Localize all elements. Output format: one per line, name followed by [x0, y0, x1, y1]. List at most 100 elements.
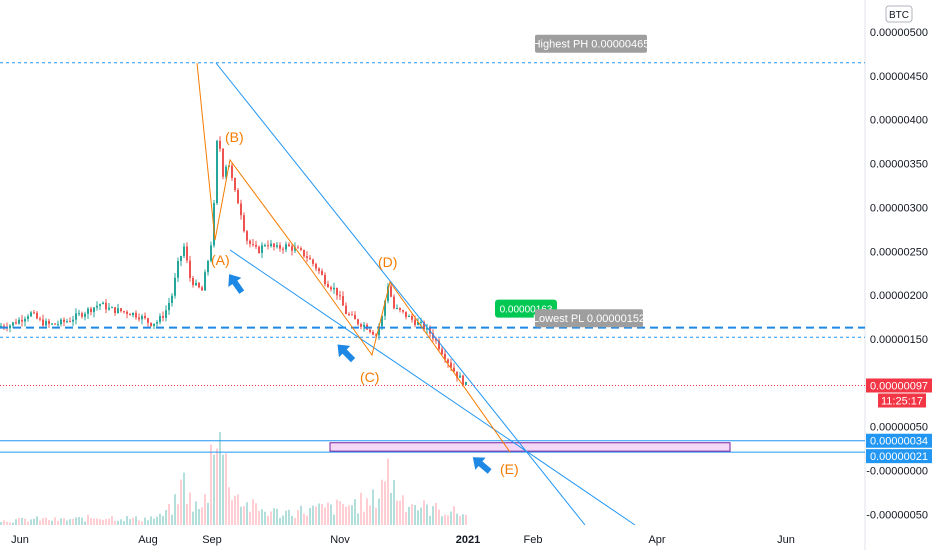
volume-bar — [438, 509, 440, 525]
svg-text:0.00000163: 0.00000163 — [500, 305, 553, 316]
candle-body — [165, 310, 167, 318]
volume-bar — [276, 508, 278, 525]
candle-body — [96, 305, 98, 308]
volume-bar — [285, 510, 287, 525]
candle-body — [306, 256, 308, 258]
volume-bar — [33, 518, 35, 525]
candle-body — [141, 315, 143, 320]
volume-bar — [414, 504, 416, 525]
volume-bar — [324, 507, 326, 525]
lowest-label[interactable]: Lowest PL 0.00000152 — [533, 309, 645, 328]
x-tick-label: Feb — [524, 534, 543, 546]
candle-body — [81, 313, 83, 317]
candle-body — [15, 322, 17, 324]
volume-bar — [264, 511, 266, 525]
time-axis[interactable]: Jun Aug Sep Nov 2021 Feb Apr Jun — [11, 534, 795, 546]
volume-bar — [315, 506, 317, 525]
candle-body — [282, 248, 284, 250]
volume-bar — [372, 489, 374, 525]
svg-text:Lowest PL 0.00000152: Lowest PL 0.00000152 — [533, 313, 645, 325]
candle-body — [372, 331, 374, 335]
volume-bar — [357, 513, 359, 525]
elliott-wave-path[interactable] — [196, 62, 511, 453]
candle-body — [138, 317, 140, 320]
candle-body — [177, 261, 179, 278]
candle-body — [333, 287, 335, 290]
candle-body — [258, 246, 260, 254]
volume-bar — [243, 506, 245, 525]
volume-bar — [15, 519, 17, 525]
volume-bar — [252, 499, 254, 525]
volume-bar — [378, 498, 380, 525]
candle-body — [39, 318, 41, 320]
volume-bar — [78, 517, 80, 525]
volume-bar — [459, 516, 461, 525]
volume-bar — [363, 511, 365, 525]
lower-trendline[interactable] — [229, 249, 636, 526]
wave-label-c: (C) — [360, 369, 379, 385]
volume-bar — [435, 502, 437, 525]
volume-bar — [417, 510, 419, 525]
currency-badge[interactable] — [885, 5, 913, 23]
candle-body — [243, 215, 245, 232]
volume-bar — [225, 453, 227, 525]
volume-bar — [303, 513, 305, 525]
volume-bar — [192, 511, 194, 525]
y-tick-label: 0.00000400 — [870, 115, 928, 127]
volume-bar — [453, 506, 455, 525]
volume-bar — [396, 500, 398, 525]
upper-trendline[interactable] — [215, 62, 586, 526]
candle-body — [351, 314, 353, 316]
y-tick-label: 0.00000350 — [870, 159, 928, 171]
volume-bar — [381, 479, 383, 525]
highest-label[interactable]: Highest PH 0.00000465 — [533, 34, 650, 53]
volume-bar — [222, 454, 224, 525]
volume-bar — [36, 516, 38, 525]
target-zone-rectangle[interactable] — [329, 442, 731, 452]
candle-body — [417, 321, 419, 325]
volume-bar — [201, 507, 203, 525]
volume-bar — [462, 514, 464, 525]
candle-body — [327, 284, 329, 288]
volume-bar — [267, 515, 269, 525]
volume-bar — [339, 501, 341, 525]
volume-bar — [423, 500, 425, 525]
volume-bar — [81, 517, 83, 525]
volume-bar — [87, 514, 89, 525]
volume-bar — [342, 504, 344, 525]
volume-bar — [408, 506, 410, 525]
currency-badge-text: BTC — [889, 10, 909, 21]
volume-bar — [390, 492, 392, 525]
volume-bar — [456, 513, 458, 525]
volume-bar — [294, 517, 296, 525]
volume-bar — [138, 520, 140, 525]
volume-bar — [75, 517, 77, 525]
volume-bar — [135, 516, 137, 525]
volume-bar — [351, 505, 353, 525]
candle-body — [60, 319, 62, 325]
price-axis[interactable]: 0.00000500 0.00000450 0.00000400 0.00000350… — [866, 27, 928, 521]
volume-bar — [69, 519, 71, 525]
candle-body — [450, 362, 452, 368]
volume-bar — [300, 505, 302, 525]
candle-body — [123, 311, 125, 313]
volume-bar — [387, 458, 389, 525]
x-tick-label: Jun — [11, 534, 29, 546]
volume-bar — [63, 518, 65, 525]
candle-body — [447, 359, 449, 363]
candle-body — [99, 304, 101, 306]
candle-body — [129, 314, 131, 316]
volume-bar — [24, 518, 26, 525]
candle-body — [318, 268, 320, 272]
volume-bar — [177, 504, 179, 525]
volume-bar — [48, 520, 50, 525]
chart-pane[interactable] — [0, 0, 865, 550]
volume-bar — [318, 503, 320, 525]
volume-bar — [168, 503, 170, 525]
volume-bar — [384, 481, 386, 525]
candle-body — [87, 308, 89, 314]
candle-body — [312, 259, 314, 264]
countdown-timer: 11:25:17 — [881, 395, 923, 407]
candle-body — [84, 313, 86, 317]
